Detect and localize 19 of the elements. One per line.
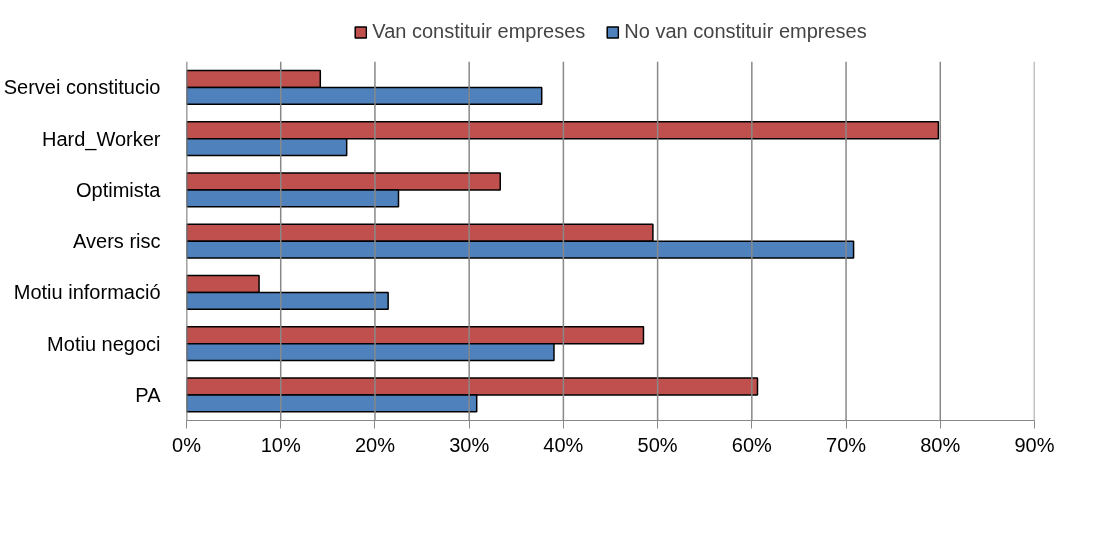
legend-label: No van constituir empreses	[624, 20, 867, 43]
x-tick-label: 60%	[731, 433, 773, 456]
x-tick-label: 30%	[449, 433, 490, 456]
x-tick-label: 80%	[920, 433, 961, 456]
y-tick-label: Avers risc	[73, 230, 161, 253]
legend-label: Van constituir empreses	[372, 20, 586, 43]
x-tick-label: 90%	[1014, 433, 1055, 456]
x-tick-label: 70%	[826, 433, 867, 456]
y-tick-label: Motiu informació	[13, 281, 161, 304]
y-tick-label: Optimista	[76, 178, 162, 201]
x-tick-label: 0%	[172, 433, 202, 456]
x-tick-label: 50%	[637, 433, 678, 456]
y-tick-label: Motiu negoci	[47, 332, 161, 355]
x-tick-label: 20%	[354, 433, 396, 456]
y-tick-label: Servei constitucio	[3, 76, 161, 99]
x-tick-label: 10%	[260, 433, 301, 456]
y-tick-label: Hard_Worker	[41, 127, 161, 151]
y-tick-label: PA	[135, 383, 162, 406]
x-tick-label: 40%	[543, 433, 584, 456]
